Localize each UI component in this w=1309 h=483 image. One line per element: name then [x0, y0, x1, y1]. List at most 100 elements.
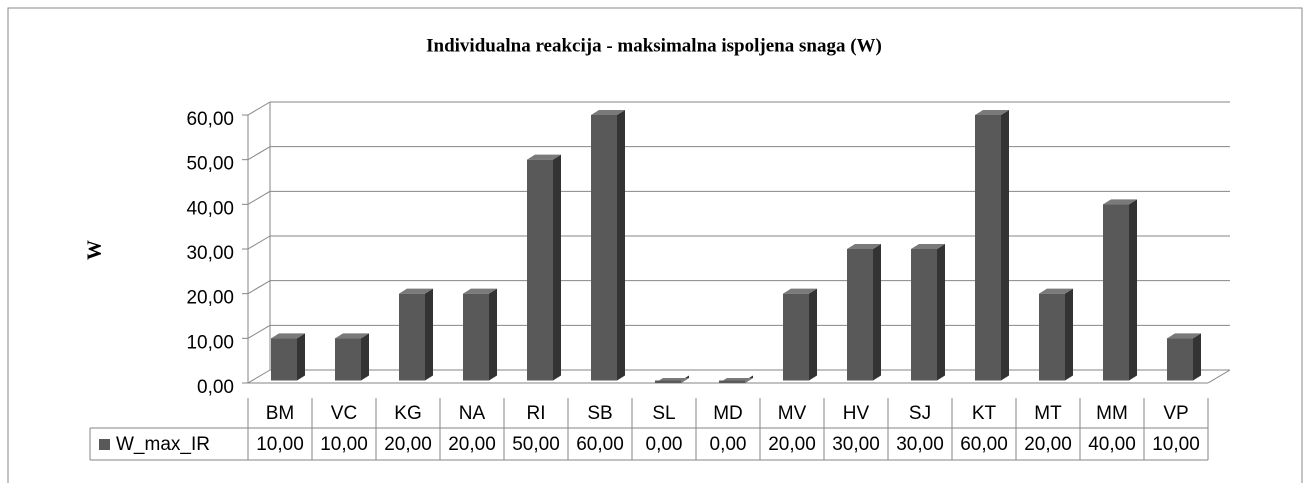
bar-face [271, 338, 297, 381]
data-label: 0,00 [710, 434, 747, 455]
x-tick-label: MD [713, 403, 743, 424]
bar-face [1039, 288, 1073, 294]
bar-face [1167, 338, 1193, 381]
bar-face [361, 333, 369, 381]
legend-label: W_max_IR [116, 434, 210, 455]
bar-face [399, 288, 433, 294]
bar [655, 375, 689, 383]
bar-face [1103, 199, 1137, 205]
bar-face [297, 333, 305, 381]
x-tick-label: SB [587, 403, 612, 424]
data-label: 60,00 [576, 434, 624, 455]
bar [975, 110, 1009, 381]
bar-face [1001, 110, 1009, 381]
bar-face [617, 110, 625, 381]
data-label: 10,00 [1152, 434, 1200, 455]
bar-face [489, 288, 497, 381]
bar [1167, 333, 1201, 381]
bar-face [783, 288, 817, 294]
bar-face [975, 110, 1009, 115]
grid-line [247, 280, 271, 295]
bar-face [847, 244, 881, 249]
y-tick-label: 40,00 [186, 198, 234, 219]
bar-face [783, 293, 809, 381]
x-tick-label: NA [459, 403, 486, 424]
bar [719, 375, 753, 383]
bar-face [911, 244, 945, 249]
bar-face [527, 159, 553, 381]
chart-border [7, 7, 1303, 483]
bar [271, 333, 305, 381]
bar-face [1065, 288, 1073, 381]
data-label: 60,00 [960, 434, 1008, 455]
data-label: 30,00 [832, 434, 880, 455]
y-axis-label: W [84, 240, 106, 260]
data-label: 0,00 [646, 434, 683, 455]
x-tick-label: VP [1163, 403, 1188, 424]
y-tick-label: 50,00 [186, 154, 234, 175]
x-tick-label: HV [843, 403, 870, 424]
bar-face [1193, 333, 1201, 381]
bar-face [463, 288, 497, 294]
bar-face [719, 380, 745, 383]
bar-face [911, 249, 937, 381]
grid-line [247, 190, 271, 205]
bar-face [527, 154, 561, 160]
bar [911, 244, 945, 381]
x-tick-label: KG [394, 403, 421, 424]
y-tick-label: 0,00 [197, 377, 234, 398]
grid-line [247, 369, 271, 384]
x-tick-label: BM [266, 403, 295, 424]
y-tick-label: 20,00 [186, 288, 234, 309]
floor-edge [1207, 369, 1231, 384]
data-label: 30,00 [896, 434, 944, 455]
x-tick-label: VC [331, 403, 357, 424]
bar-face [847, 249, 873, 381]
bar-face [335, 338, 361, 381]
bar [399, 288, 433, 381]
chart-title: Individualna reakcija - maksimalna ispol… [426, 35, 882, 56]
grid-line [247, 101, 271, 116]
bar [1103, 199, 1137, 381]
bar [527, 154, 561, 381]
bar-face [271, 333, 305, 339]
x-tick-label: MV [778, 403, 807, 424]
data-label: 20,00 [448, 434, 496, 455]
bar-face [553, 154, 561, 381]
y-tick-label: 60,00 [186, 109, 234, 130]
bar [463, 288, 497, 381]
bar-face [1039, 293, 1065, 381]
grid-line [247, 146, 271, 161]
data-label: 40,00 [1088, 434, 1136, 455]
y-tick-label: 10,00 [186, 332, 234, 353]
bar [1039, 288, 1073, 381]
bar-face [873, 244, 881, 381]
bar-face [591, 115, 617, 381]
bar-face [463, 293, 489, 381]
legend-key [99, 439, 110, 450]
x-tick-label: KT [972, 403, 997, 424]
bar-face [399, 293, 425, 381]
data-label: 20,00 [768, 434, 816, 455]
bar-face [1103, 204, 1129, 381]
grid-line [247, 235, 271, 250]
data-label: 50,00 [512, 434, 560, 455]
bar [783, 288, 817, 381]
x-tick-label: MT [1034, 403, 1062, 424]
bar-face [975, 115, 1001, 381]
bar-face [937, 244, 945, 381]
x-tick-label: SJ [909, 403, 931, 424]
bar-face [335, 333, 369, 339]
bar-face [809, 288, 817, 381]
data-label: 20,00 [1024, 434, 1072, 455]
grid-line [247, 324, 271, 339]
bar [591, 110, 625, 381]
data-label: 10,00 [320, 434, 368, 455]
bar-face [1129, 199, 1137, 381]
bar-face [655, 380, 681, 383]
y-tick-label: 30,00 [186, 243, 234, 264]
x-tick-label: RI [527, 403, 546, 424]
bar [335, 333, 369, 381]
x-tick-label: MM [1096, 403, 1128, 424]
